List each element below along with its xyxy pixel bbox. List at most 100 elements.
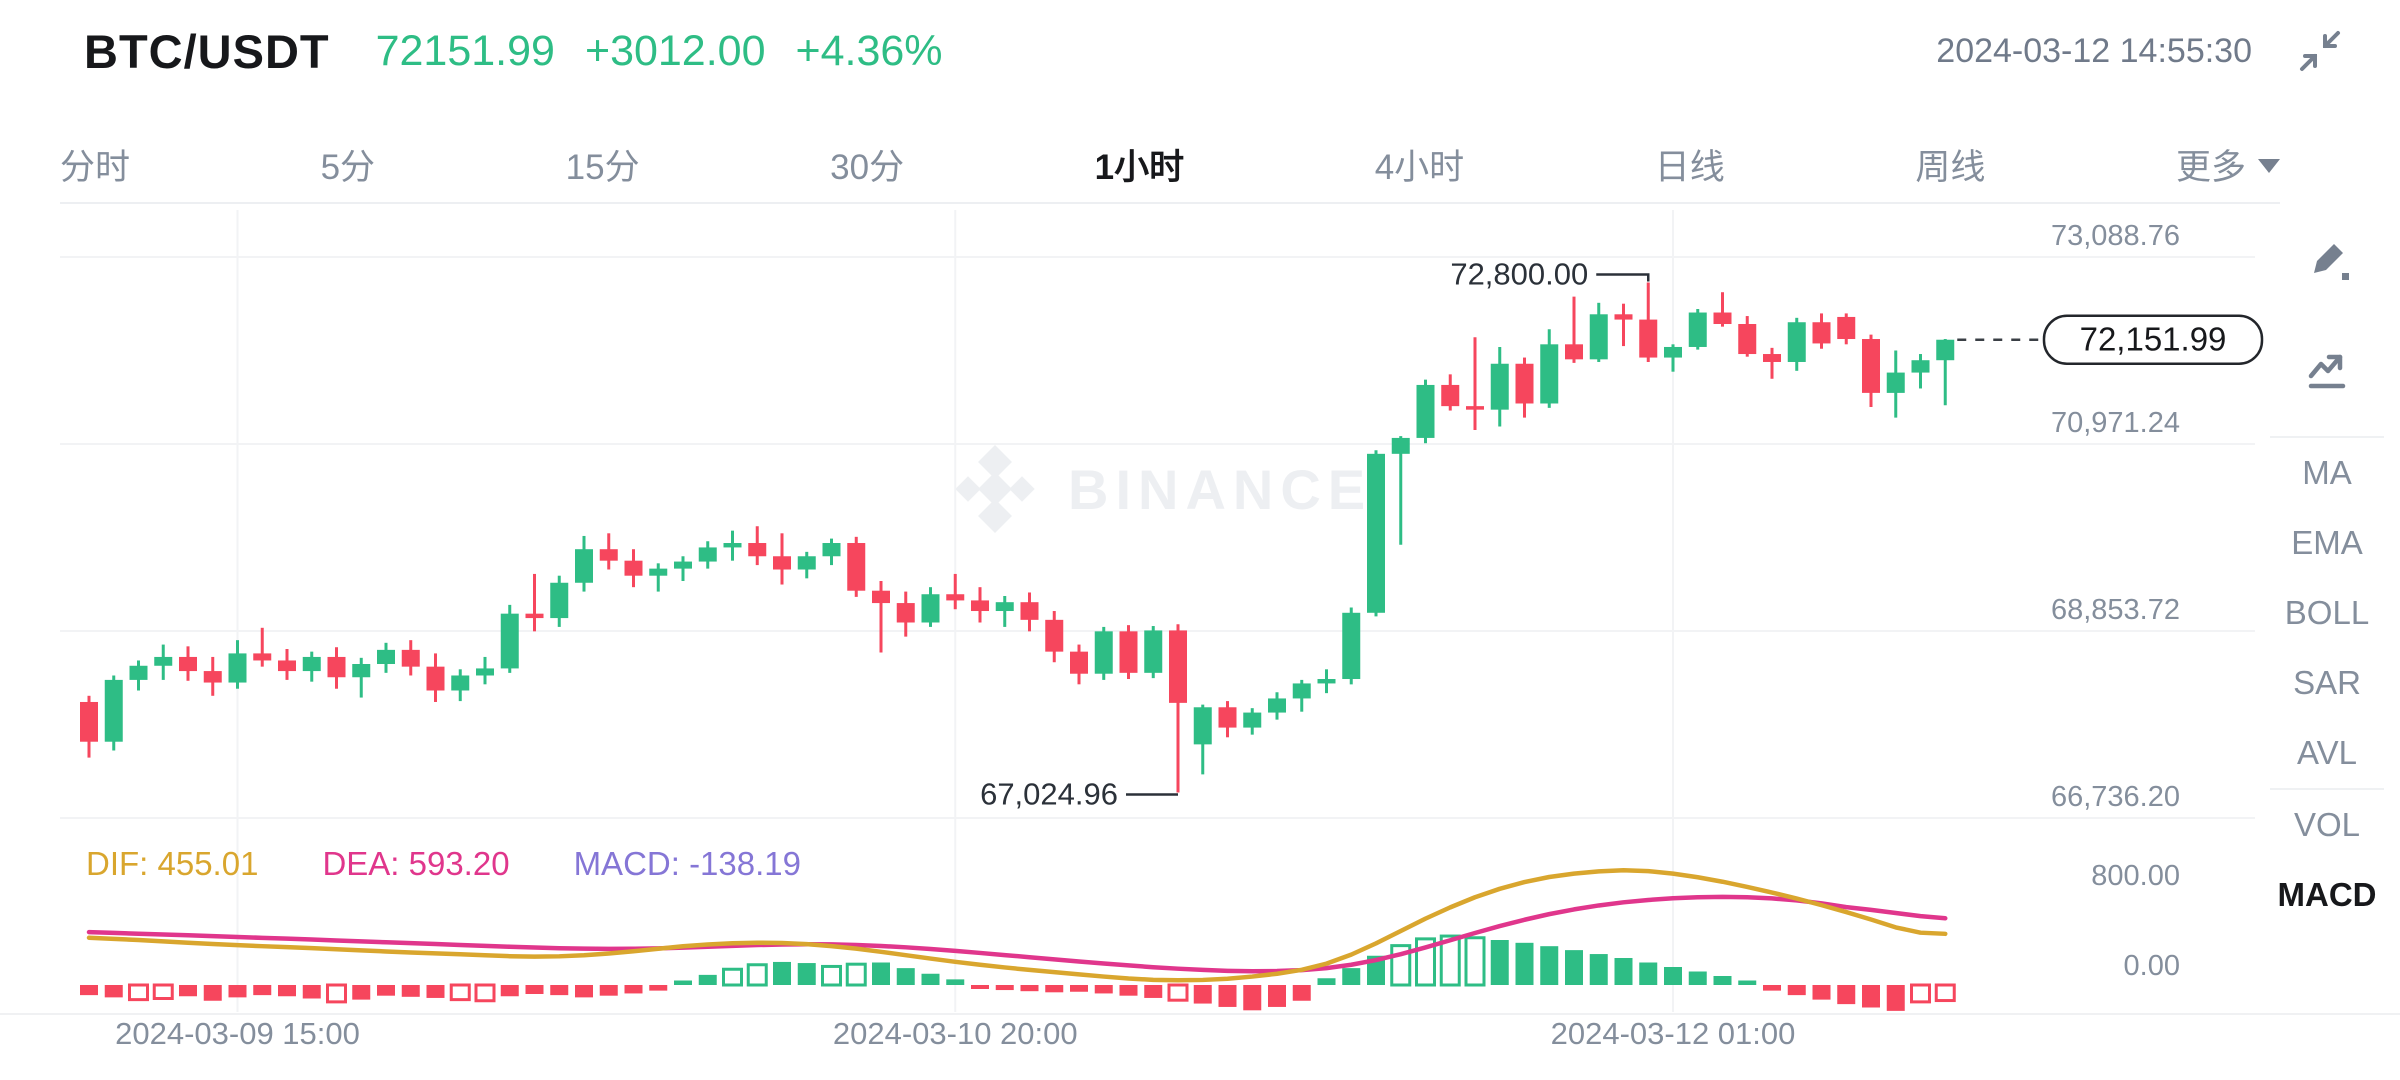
candle — [971, 600, 989, 612]
candle — [352, 664, 371, 678]
macd-histogram-bar — [1934, 983, 1956, 1003]
candle — [1416, 384, 1435, 438]
rail-divider — [2270, 436, 2384, 438]
candle — [1911, 360, 1930, 373]
candlestick-chart[interactable]: 73,088.76 70,971.24 68,853.72 66,736.20 2024… — [0, 200, 2400, 1080]
candle — [1243, 712, 1262, 728]
overlay-boll[interactable]: BOLL — [2284, 594, 2370, 631]
candle — [674, 561, 692, 569]
collapse-icon[interactable] — [2296, 27, 2344, 75]
pane-vol[interactable]: VOL — [2293, 806, 2361, 843]
candle — [1292, 683, 1311, 699]
macd-histogram-bar — [104, 985, 123, 998]
last-price-pill[interactable] — [2042, 314, 2264, 365]
dif-line — [86, 868, 1948, 983]
tab-timeframe-0[interactable]: 分时 — [60, 147, 131, 187]
macd-histogram-bar — [1292, 985, 1311, 1001]
candle — [1317, 679, 1336, 684]
candle — [1193, 707, 1212, 745]
tab-timeframe-7[interactable]: 周线 — [1915, 147, 1986, 187]
candle — [525, 613, 544, 619]
macd-histogram-bar — [1268, 985, 1286, 1007]
candle — [500, 613, 519, 669]
macd-histogram-bar — [401, 985, 420, 997]
macd-histogram-bar — [872, 962, 890, 985]
macd-histogram-bar — [525, 985, 544, 994]
candle — [624, 560, 643, 576]
price-axis-label: 66,736.20 — [2051, 781, 2180, 813]
macd-histogram-bar — [971, 985, 989, 989]
macd-histogram-bar — [1540, 946, 1559, 985]
tab-timeframe-5[interactable]: 4小时 — [1374, 147, 1465, 187]
macd-histogram-bar — [128, 983, 149, 1002]
macd-histogram-bar — [1045, 985, 1064, 993]
macd-histogram-bar — [1812, 985, 1831, 1000]
time-axis-label: 2024-03-10 20:00 — [833, 1016, 1078, 1051]
candle — [599, 549, 618, 561]
candle — [698, 547, 717, 562]
candle — [1664, 346, 1682, 358]
overlay-ema[interactable]: EMA — [2291, 524, 2363, 561]
header: BTC/USDT 72151.99 +3012.00 +4.36% 2024-0… — [84, 16, 2344, 86]
macd-histogram-bar — [1515, 942, 1534, 985]
time-axis-label: 2024-03-12 01:00 — [1551, 1016, 1796, 1051]
low-annotation-label: 67,024.96 — [980, 776, 1118, 811]
macd-histogram-bar — [1342, 968, 1361, 985]
dea-value: DEA: 593.20 — [322, 845, 510, 882]
candle — [253, 653, 272, 661]
candle — [872, 590, 890, 604]
overlay-ma[interactable]: MA — [2302, 454, 2352, 491]
macd-histogram-bar — [624, 985, 643, 994]
tab-timeframe-6[interactable]: 日线 — [1654, 147, 1725, 187]
tab-more-dropdown[interactable]: 更多 — [2176, 139, 2280, 190]
macd-histogram-bar — [228, 985, 247, 998]
candle — [773, 556, 791, 570]
last-price: 72151.99 — [375, 26, 555, 75]
macd-histogram-bar — [698, 974, 717, 985]
macd-histogram-bar — [1167, 983, 1189, 1002]
candle — [179, 656, 197, 672]
macd-histogram-bar — [1565, 950, 1583, 985]
candle — [401, 649, 420, 667]
candle — [995, 602, 1014, 612]
macd-histogram-bar — [1787, 985, 1806, 996]
macd-histogram-bar — [326, 983, 347, 1004]
macd-histogram-bar — [80, 985, 98, 996]
candle — [80, 701, 98, 742]
candle — [1614, 314, 1633, 320]
macd-axis-label: 800.00 — [2091, 860, 2180, 892]
macd-histogram-bar — [896, 968, 915, 985]
macd-histogram-bar — [179, 985, 197, 997]
candle — [797, 556, 816, 570]
chevron-down-icon — [2257, 159, 2280, 173]
high-annotation-label: 72,800.00 — [1450, 257, 1588, 292]
candle — [154, 656, 173, 666]
macd-legend: DIF: 455.01 DEA: 593.20 MACD: -138.19 — [86, 845, 801, 883]
indicator-chart-icon[interactable] — [2303, 346, 2351, 394]
tab-timeframe-1[interactable]: 5分 — [320, 147, 376, 187]
candle — [327, 656, 346, 678]
draw-tool-icon[interactable] — [2303, 236, 2351, 284]
indicator-rail: MA EMA BOLL SAR AVL VOL MACD — [2254, 206, 2400, 930]
candle — [1045, 619, 1064, 652]
pane-macd[interactable]: MACD — [2277, 876, 2377, 913]
tab-timeframe-3[interactable]: 30分 — [830, 147, 905, 187]
price-axis-label: 68,853.72 — [2051, 594, 2180, 626]
candle — [1639, 319, 1658, 358]
tab-timeframe-2[interactable]: 15分 — [565, 147, 640, 187]
candle — [896, 603, 915, 623]
overlay-sar[interactable]: SAR — [2293, 664, 2361, 701]
macd-histogram-bar — [500, 985, 519, 997]
candle — [1763, 354, 1781, 362]
candle — [1094, 631, 1113, 674]
macd-histogram-bar — [1688, 971, 1707, 985]
macd-histogram-bar — [946, 979, 965, 985]
tab-timeframe-4[interactable]: 1小时 — [1094, 147, 1185, 187]
candle — [575, 549, 593, 583]
macd-histogram-bar — [1317, 978, 1336, 985]
candle — [748, 543, 767, 557]
macd-histogram-bar — [1614, 958, 1633, 985]
macd-histogram-bar — [1144, 985, 1163, 998]
overlay-avl[interactable]: AVL — [2297, 734, 2357, 771]
macd-histogram-bar — [253, 985, 272, 996]
